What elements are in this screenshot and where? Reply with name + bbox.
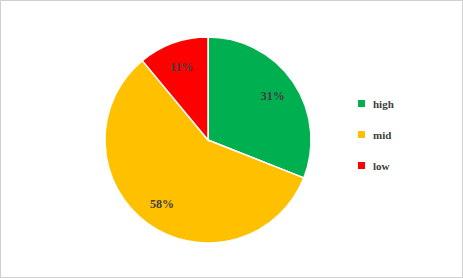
chart-svg: 31% 58% 11% high mid low — [0, 0, 463, 278]
chart-container: 31% 58% 11% high mid low — [0, 0, 463, 278]
legend-swatch — [358, 162, 365, 169]
data-labels: 31% 58% 11% — [150, 60, 285, 211]
data-label: 58% — [150, 197, 174, 211]
legend-label: high — [373, 98, 394, 110]
legend: high mid low — [358, 98, 394, 172]
chart-frame — [1, 1, 463, 278]
legend-item: mid — [358, 129, 391, 141]
data-label: 31% — [261, 89, 285, 103]
legend-item: high — [358, 98, 394, 110]
legend-label: mid — [373, 129, 391, 141]
legend-label: low — [373, 160, 390, 172]
legend-swatch — [358, 100, 365, 107]
legend-swatch — [358, 131, 365, 138]
legend-item: low — [358, 160, 390, 172]
pie-slice — [142, 37, 208, 140]
pie-group — [105, 37, 311, 243]
data-label: 11% — [170, 60, 193, 74]
